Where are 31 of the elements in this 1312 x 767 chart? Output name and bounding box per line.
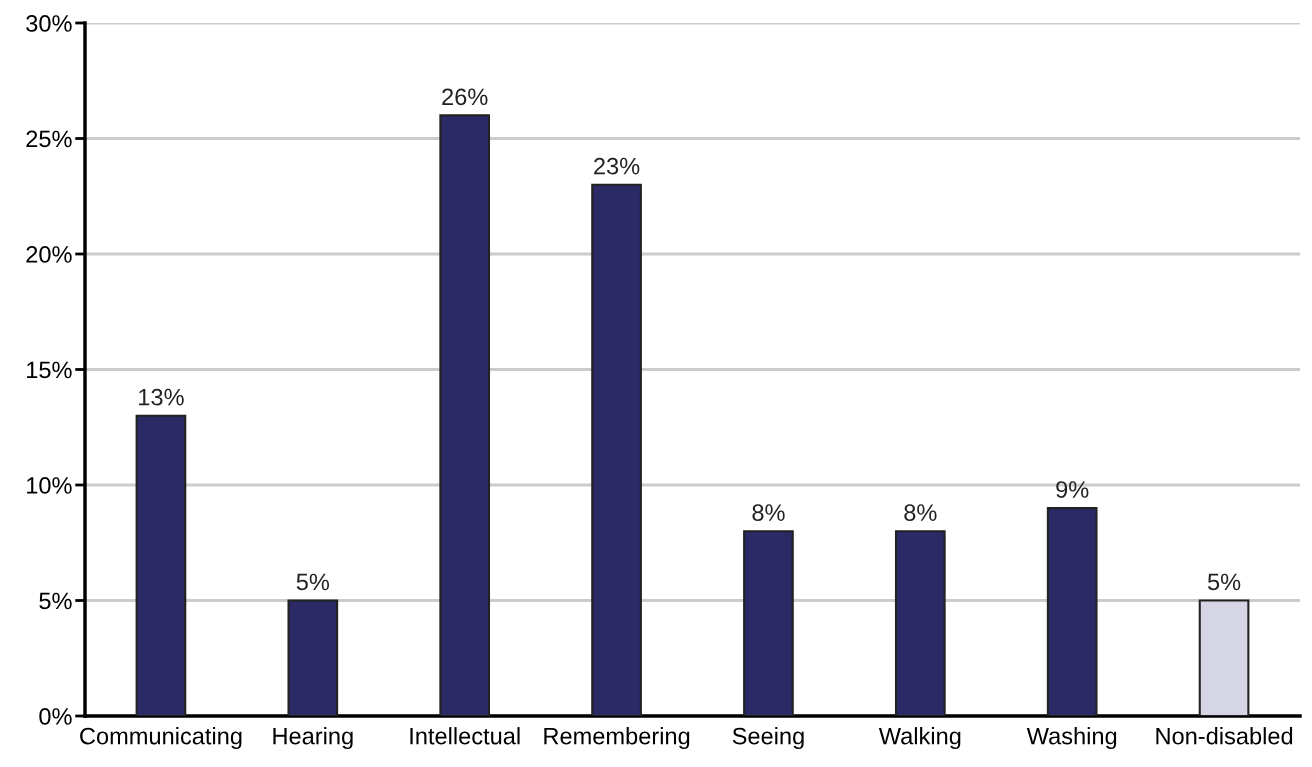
y-tick-label: 15% [27,361,72,379]
bar [135,414,187,716]
bar [1046,507,1098,716]
data-label: 13% [139,388,184,406]
y-tick-label: 5% [39,592,72,610]
x-tick-label: Non-disabled [1156,727,1293,745]
bar [439,114,491,716]
x-tick-label: Walking [878,727,961,750]
x-tick-label: Communicating [80,727,242,750]
y-tick-label: 10% [27,477,72,494]
y-tick-label: 25% [26,130,72,148]
x-tick-label: Seeing [732,727,804,750]
bar [1198,599,1250,716]
y-tick-label: 30% [26,15,72,32]
data-label: 8% [904,504,937,521]
data-label: 8% [752,504,785,521]
bar [287,599,339,716]
data-label: 26% [442,88,488,106]
x-tick-label: Hearing [273,727,353,750]
bar [743,530,794,716]
x-tick-label: Remembering [544,727,690,750]
x-tick-label: Washing [1026,727,1117,750]
data-label: 23% [594,157,640,175]
bar [894,530,946,716]
y-tick-label: 20% [26,246,72,263]
bar [591,183,642,716]
y-tick-label: 0% [39,708,72,725]
data-label: 5% [296,573,330,591]
data-label: 5% [1207,573,1241,591]
x-tick-label: Intellectual [410,727,520,745]
data-label: 9% [1056,481,1089,498]
